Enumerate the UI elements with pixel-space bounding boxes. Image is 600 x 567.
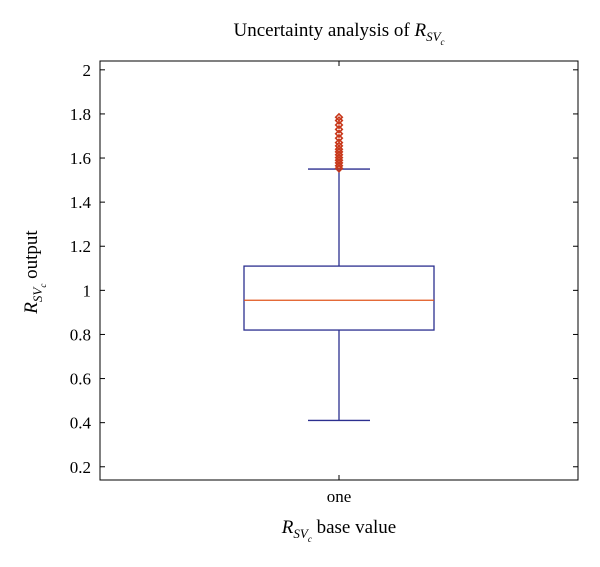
outlier-point	[334, 129, 344, 139]
x-tick-label: one	[327, 487, 352, 506]
y-tick-label: 0.6	[70, 370, 91, 389]
x-axis-label: RSVc base value	[281, 517, 396, 544]
y-tick-label: 0.2	[70, 458, 91, 477]
y-tick-label: 1.4	[70, 193, 92, 212]
outlier-point	[334, 124, 344, 134]
y-tick-label: 0.4	[70, 414, 92, 433]
y-tick-label: 1	[83, 281, 92, 300]
y-tick-label: 1.8	[70, 105, 91, 124]
outlier-point	[334, 138, 344, 148]
outlier-point	[334, 133, 344, 143]
y-tick-label: 2	[83, 61, 92, 80]
iqr-box	[243, 265, 435, 331]
outlier-point	[334, 120, 344, 130]
chart-title: Uncertainty analysis of RSVc	[233, 20, 444, 47]
y-tick-label: 1.6	[70, 149, 91, 168]
y-tick-label: 0.8	[70, 325, 91, 344]
outlier-point	[334, 112, 344, 122]
y-tick-label: 1.2	[70, 237, 91, 256]
y-axis-label: RSVc output	[21, 230, 48, 315]
plot-area: 0.2 0.4 0.6 0.8 1 1.2 1.4 1.6 1.8 2 one	[70, 60, 579, 506]
